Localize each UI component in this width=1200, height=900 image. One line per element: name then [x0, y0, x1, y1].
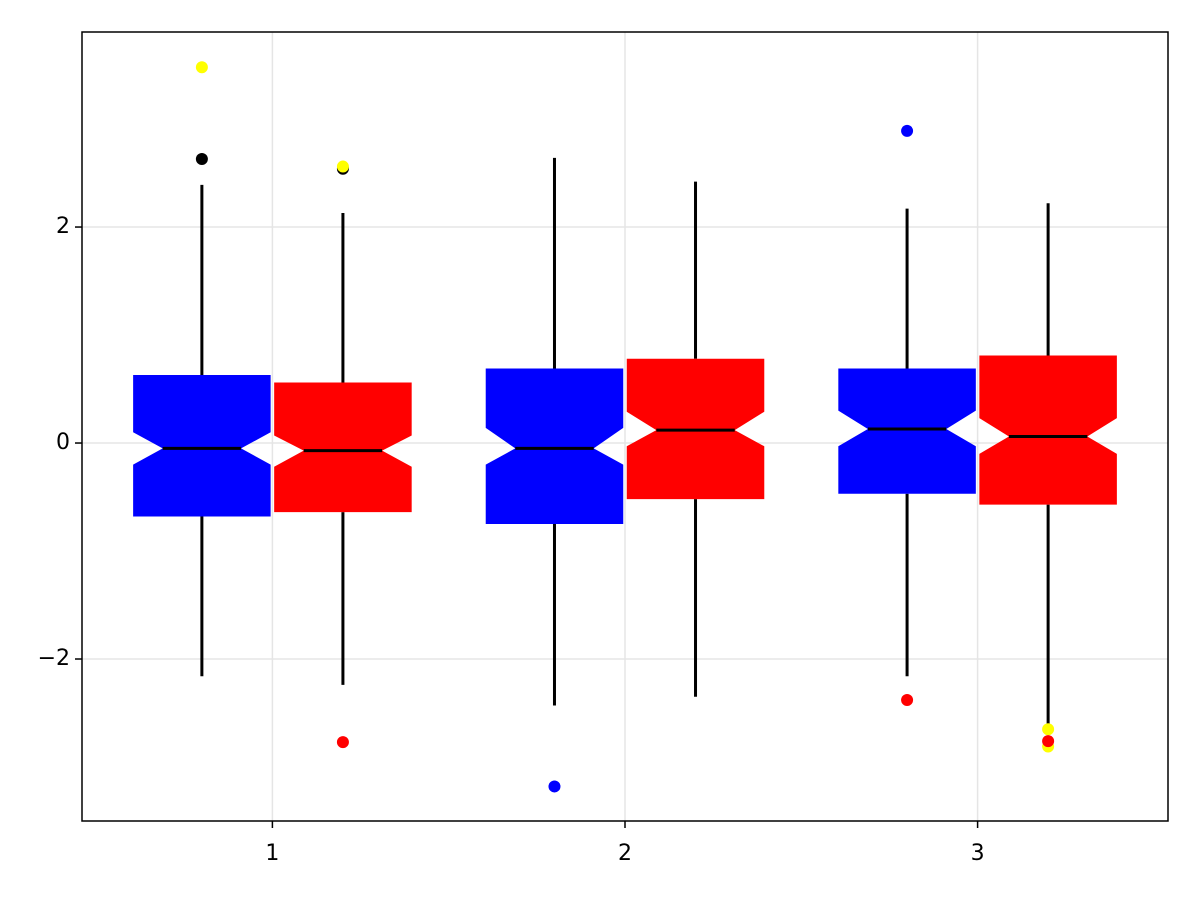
plot-frame [81, 31, 1169, 822]
outlier [336, 160, 349, 173]
outlier [901, 124, 914, 137]
outlier [1042, 723, 1055, 736]
y-tick-label: 0 [56, 430, 70, 455]
x-tick-label: 2 [618, 841, 632, 866]
outlier [336, 736, 349, 749]
box [274, 382, 412, 513]
box [838, 368, 976, 494]
outlier [548, 780, 561, 793]
box [979, 355, 1117, 505]
box [485, 368, 624, 525]
x-tick-label: 1 [265, 841, 279, 866]
x-tick-label: 3 [971, 841, 985, 866]
outlier [195, 153, 208, 166]
y-tick-label: 2 [56, 214, 70, 239]
outlier [1042, 735, 1055, 748]
box [133, 374, 271, 517]
outlier [901, 694, 914, 707]
y-tick-label: −2 [38, 646, 70, 671]
outlier [195, 61, 208, 74]
